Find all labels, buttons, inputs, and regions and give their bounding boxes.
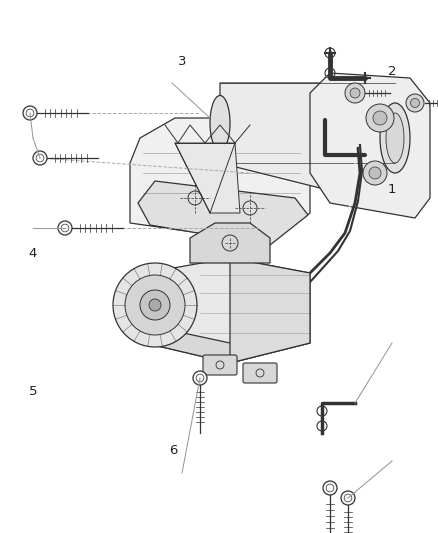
Text: 5: 5 <box>28 385 37 398</box>
Text: 4: 4 <box>28 247 37 260</box>
Ellipse shape <box>210 95 230 150</box>
Circle shape <box>125 275 185 335</box>
Text: 6: 6 <box>169 444 177 457</box>
Text: 3: 3 <box>177 55 186 68</box>
Polygon shape <box>190 223 270 263</box>
Circle shape <box>23 106 37 120</box>
Circle shape <box>373 111 387 125</box>
Circle shape <box>33 151 47 165</box>
Polygon shape <box>220 83 395 193</box>
Polygon shape <box>138 181 308 245</box>
Circle shape <box>406 94 424 112</box>
Circle shape <box>341 491 355 505</box>
Circle shape <box>410 99 420 108</box>
Circle shape <box>350 88 360 98</box>
Circle shape <box>193 371 207 385</box>
Polygon shape <box>145 258 310 363</box>
Circle shape <box>323 481 337 495</box>
Polygon shape <box>145 328 310 363</box>
Polygon shape <box>230 258 310 363</box>
FancyBboxPatch shape <box>243 363 277 383</box>
Circle shape <box>149 299 161 311</box>
Circle shape <box>369 167 381 179</box>
Text: 1: 1 <box>388 183 396 196</box>
Circle shape <box>366 104 394 132</box>
Polygon shape <box>310 73 430 218</box>
Circle shape <box>363 161 387 185</box>
Ellipse shape <box>380 103 410 173</box>
Circle shape <box>113 263 197 347</box>
Circle shape <box>140 290 170 320</box>
Circle shape <box>58 221 72 235</box>
Ellipse shape <box>386 113 404 163</box>
FancyBboxPatch shape <box>203 355 237 375</box>
Text: 2: 2 <box>388 66 396 78</box>
Polygon shape <box>130 118 310 243</box>
Circle shape <box>345 83 365 103</box>
Polygon shape <box>175 143 240 213</box>
